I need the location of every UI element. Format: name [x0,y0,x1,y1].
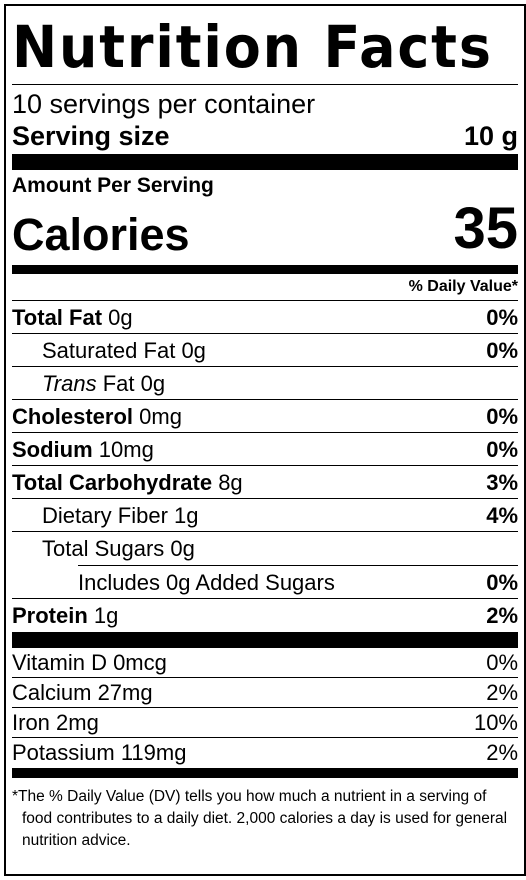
calories-label: Calories [12,209,190,260]
nutrient-dv: 0% [486,570,518,595]
nutrient-label-suffix: Fat [102,371,135,396]
amount-per-serving: Amount Per Serving [12,174,214,197]
nutrient-label: Cholesterol [12,404,134,429]
serving-size-label: Serving size [12,121,170,151]
nutrient-amount: 0g [181,338,206,363]
vitamin-row: Calcium 27mg 2% [12,678,518,708]
nutrient-row-trans-fat: Trans Fat 0g [12,367,518,400]
nutrient-dv: 0% [486,404,518,429]
nutrient-label: Dietary Fiber [42,503,168,528]
vitamin-dv: 10% [473,710,518,735]
vitamin-row: Vitamin D 0mcg 0% [12,648,518,678]
nutrient-label: Sodium [12,437,93,462]
nutrient-dv: 0% [486,305,518,330]
nutrient-label: Total Sugars [42,536,165,561]
footnote: *The % Daily Value (DV) tells you how mu… [12,786,518,852]
vitamin-dv: 0% [486,650,518,675]
calories-row: Calories 35 [12,198,518,260]
nutrient-row-added-sugars: Includes 0g Added Sugars 0% [12,566,518,599]
thick-divider [12,154,518,170]
footnote-divider [12,768,518,778]
nutrient-amount: 0g [140,371,166,396]
nutrient-row-sodium: Sodium 10mg 0% [12,433,518,466]
calories-value: 35 [453,196,518,261]
nutrient-dv: 3% [486,470,518,495]
nutrient-row-cholesterol: Cholesterol 0mg 0% [12,400,518,433]
daily-value-header: % Daily Value* [12,274,518,301]
vitamin-row: Potassium 119mg 2% [12,738,518,768]
nutrient-label: Total Carbohydrate [12,470,213,495]
vitamin-row: Iron 2mg 10% [12,708,518,738]
nutrient-amount: 0mg [139,404,182,429]
nutrient-amount: 8g [218,470,243,495]
nutrient-row-saturated-fat: Saturated Fat 0g 0% [12,334,518,367]
nutrient-label: Saturated Fat [42,338,176,363]
nutrient-amount: 1g [174,503,199,528]
serving-size-row: Serving size 10 g [12,121,518,151]
title-divider [12,84,518,85]
nutrient-dv: 2% [486,603,518,628]
serving-size-value: 10 g [463,121,518,151]
footnote-text: The % Daily Value (DV) tells you how muc… [18,788,508,849]
vitamin-label: Vitamin D 0mcg [12,650,167,675]
nutrient-dv: 4% [486,503,518,528]
nutrient-amount: 10mg [98,437,154,462]
vitamin-label: Iron 2mg [12,710,99,735]
nutrition-label: Nutrition Facts 10 servings per containe… [4,4,526,876]
nutrient-amount: 1g [93,603,119,628]
nutrient-row-total-fat: Total Fat 0g 0% [12,301,518,334]
nutrient-label: Trans [42,371,97,396]
vitamin-label: Potassium 119mg [12,740,187,765]
vitamin-dv: 2% [486,680,518,705]
nutrient-amount: 0g [170,536,195,561]
footnote-asterisk: * [12,788,19,805]
nutrient-row-dietary-fiber: Dietary Fiber 1g 4% [12,499,518,532]
label-title: Nutrition Facts [12,13,493,81]
nutrient-label: Protein [12,603,88,628]
nutrient-label: Includes 0g Added Sugars [78,570,335,595]
nutrient-row-total-carbohydrate: Total Carbohydrate 8g 3% [12,466,518,499]
nutrient-row-protein: Protein 1g 2% [12,599,518,632]
nutrient-dv: 0% [486,338,518,363]
nutrient-label: Total Fat [12,305,103,330]
added-sugars-divider [78,565,518,566]
servings-per-container: 10 servings per container [12,89,316,119]
nutrient-amount: 0g [108,305,133,330]
medium-divider [12,265,518,274]
vitamin-label: Calcium 27mg [12,680,153,705]
vitamin-dv: 2% [486,740,518,765]
nutrient-dv: 0% [486,437,518,462]
vitamins-divider [12,632,518,648]
nutrient-row-total-sugars: Total Sugars 0g [12,532,518,565]
